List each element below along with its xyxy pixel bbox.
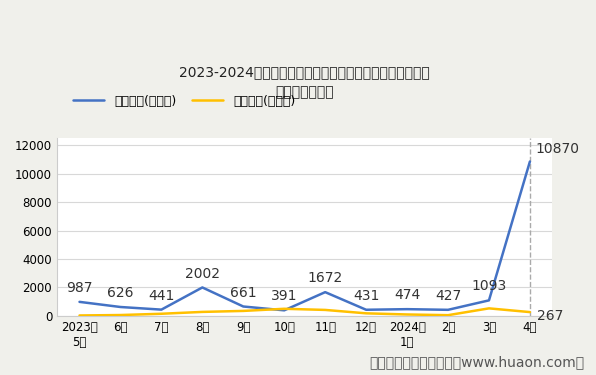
Text: 427: 427 (435, 289, 461, 303)
进口总额(千美元) (403, 312, 411, 317)
进口总额(千美元) (76, 313, 83, 318)
进口总额(千美元) (322, 308, 329, 312)
出口总额(千美元) (158, 308, 165, 312)
Text: 987: 987 (66, 281, 93, 295)
Text: 391: 391 (271, 290, 297, 303)
Text: 431: 431 (353, 289, 379, 303)
进口总额(千美元) (117, 313, 124, 317)
Text: 441: 441 (148, 289, 175, 303)
Text: 626: 626 (107, 286, 134, 300)
Line: 出口总额(千美元): 出口总额(千美元) (79, 162, 530, 310)
Text: 1093: 1093 (471, 279, 507, 293)
Text: 661: 661 (230, 285, 257, 300)
出口总额(千美元) (199, 285, 206, 290)
Text: 1672: 1672 (308, 271, 343, 285)
进口总额(千美元) (362, 311, 370, 316)
Text: 474: 474 (394, 288, 420, 302)
进口总额(千美元) (158, 312, 165, 316)
进口总额(千美元) (445, 313, 452, 317)
Title: 2023-2024年包头高新技术产业开发区商品收发货人所在地
进、出口额统计: 2023-2024年包头高新技术产业开发区商品收发货人所在地 进、出口额统计 (179, 65, 430, 100)
出口总额(千美元) (240, 304, 247, 309)
进口总额(千美元) (240, 309, 247, 313)
出口总额(千美元) (485, 298, 492, 303)
出口总额(千美元) (445, 308, 452, 312)
出口总额(千美元) (526, 159, 533, 164)
Text: 2002: 2002 (185, 267, 220, 280)
进口总额(千美元) (485, 306, 492, 310)
Text: 267: 267 (537, 309, 563, 323)
进口总额(千美元) (526, 310, 533, 314)
Legend: 出口总额(千美元), 进口总额(千美元): 出口总额(千美元), 进口总额(千美元) (73, 95, 295, 108)
出口总额(千美元) (362, 308, 370, 312)
出口总额(千美元) (281, 308, 288, 313)
出口总额(千美元) (117, 305, 124, 309)
Text: 制图：华经产业研究院（www.huaon.com）: 制图：华经产业研究院（www.huaon.com） (369, 356, 584, 369)
Line: 进口总额(千美元): 进口总额(千美元) (79, 308, 530, 315)
进口总额(千美元) (281, 306, 288, 311)
出口总额(千美元) (403, 307, 411, 311)
Text: 10870: 10870 (535, 142, 579, 156)
进口总额(千美元) (199, 310, 206, 314)
出口总额(千美元) (76, 300, 83, 304)
出口总额(千美元) (322, 290, 329, 294)
